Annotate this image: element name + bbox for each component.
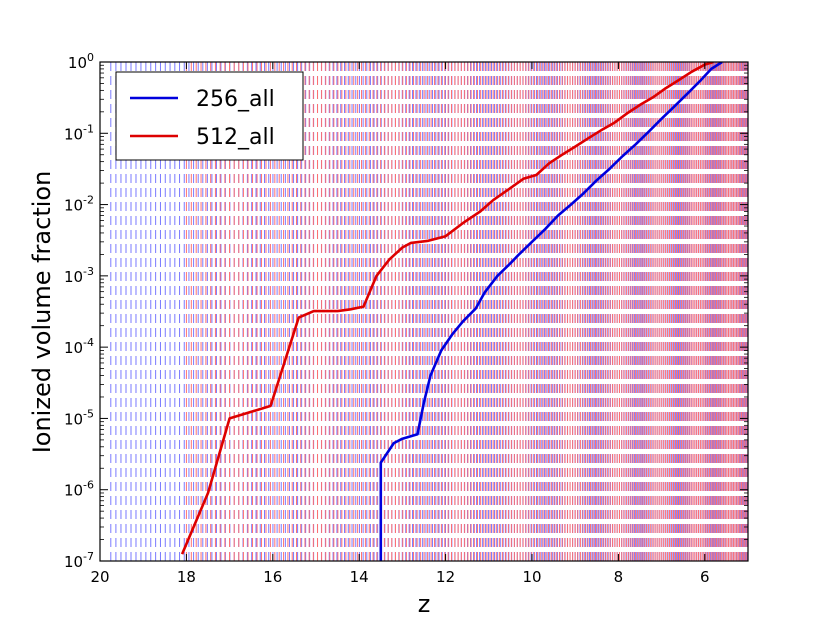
plot-frame xyxy=(99,61,749,562)
y-tick-label: 10-3 xyxy=(64,265,94,286)
x-axis-label: z xyxy=(418,590,431,618)
legend-label-256-all: 256_all xyxy=(196,87,275,112)
y-tick-label: 10-6 xyxy=(64,479,94,500)
x-tick-label: 16 xyxy=(263,568,282,586)
x-axis-ticks: 20 18 16 14 12 10 8 6 xyxy=(90,62,710,586)
x-tick-label: 8 xyxy=(614,568,624,586)
series-lines xyxy=(180,62,723,561)
y-tick-label: 10-1 xyxy=(64,122,94,143)
y-tick-label: 10-7 xyxy=(64,550,94,571)
y-tick-label: 10-4 xyxy=(64,336,94,357)
legend: 256_all 512_all xyxy=(115,71,304,161)
x-tick-label: 20 xyxy=(90,568,109,586)
x-tick-label: 18 xyxy=(177,568,196,586)
legend-box xyxy=(115,71,304,161)
y-axis-label: Ionized volume fraction xyxy=(28,171,56,454)
y-axis-ticks: 10-7 10-6 10-5 10-4 10-3 10-2 10-1 100 xyxy=(64,51,748,571)
y-tick-label: 10-5 xyxy=(64,407,94,428)
x-tick-label: 12 xyxy=(436,568,455,586)
series-line-256-all xyxy=(379,62,723,561)
x-tick-label: 14 xyxy=(350,568,369,586)
y-tick-label: 10-2 xyxy=(64,194,94,215)
x-tick-label: 10 xyxy=(522,568,541,586)
legend-label-512-all: 512_all xyxy=(196,125,275,150)
x-tick-label: 6 xyxy=(700,568,710,586)
y-tick-label: 100 xyxy=(68,51,94,72)
series-line-512-all xyxy=(180,62,714,555)
